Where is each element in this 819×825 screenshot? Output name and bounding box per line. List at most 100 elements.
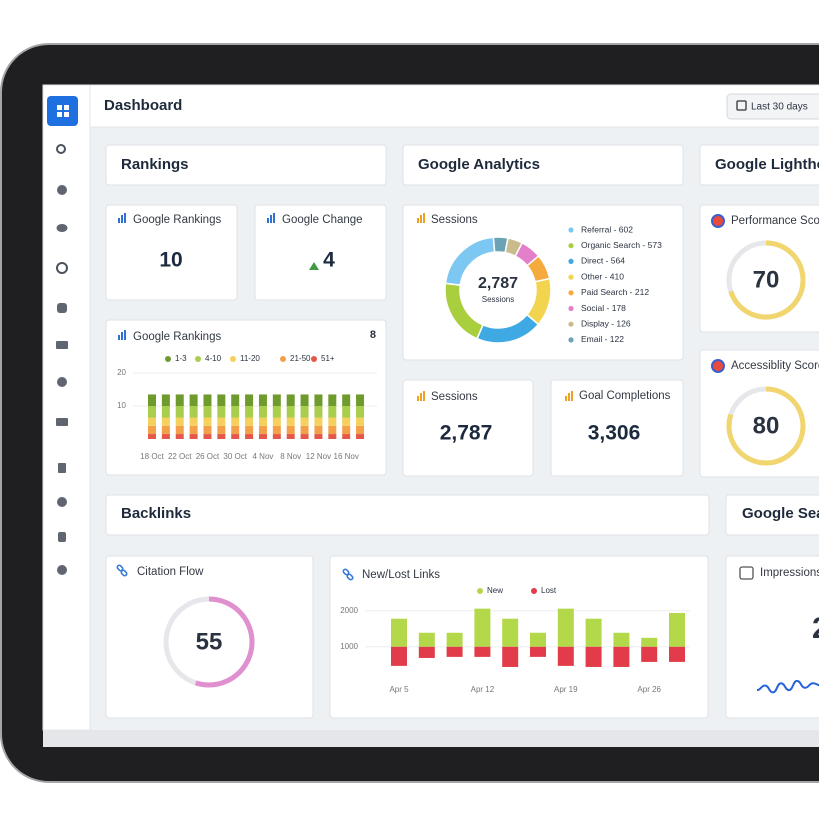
legend-label: Other - 410 <box>581 271 624 281</box>
kpi-title: Goal Completions <box>579 390 671 402</box>
donut-segment <box>492 236 509 254</box>
nav-calls[interactable] <box>57 303 67 313</box>
nav-location[interactable] <box>57 377 67 387</box>
bar-segment <box>328 434 337 439</box>
bar-segment <box>245 417 254 426</box>
icon-part <box>124 213 126 223</box>
bar-segment <box>342 394 351 406</box>
icon-part <box>57 112 62 117</box>
icon-part <box>565 396 567 401</box>
section-card <box>699 144 819 186</box>
bar-segment <box>189 417 198 426</box>
nav-users[interactable] <box>57 497 67 507</box>
kpi-value: 10 <box>159 249 182 272</box>
card-title: Impressions <box>760 567 819 579</box>
section-title: Rankings <box>121 156 189 173</box>
gauge-value: 80 <box>753 412 780 439</box>
legend-swatch <box>165 356 171 362</box>
icon-part <box>568 393 570 401</box>
kpi-card <box>550 379 684 477</box>
gauge-arc <box>194 596 255 688</box>
screen-bottom <box>43 730 819 747</box>
bar <box>474 608 491 647</box>
bar-segment <box>189 425 198 435</box>
bar-segment <box>286 394 295 406</box>
legend-swatch <box>477 588 483 594</box>
bar-segment <box>231 425 240 435</box>
section-title: Google Lighthouse <box>715 156 819 173</box>
bar-segment <box>217 406 226 418</box>
bar-segment <box>356 434 365 439</box>
bar-segment <box>286 406 295 418</box>
bar-segment <box>203 394 212 406</box>
bar-segment <box>175 394 184 406</box>
kpi-title: Google Change <box>282 214 363 226</box>
nav-email[interactable] <box>56 341 68 349</box>
calendar-icon <box>736 100 747 111</box>
x-tick-label: 12 Nov <box>306 452 331 461</box>
icon-part <box>417 218 419 223</box>
bar-segment <box>231 434 240 439</box>
card-title: New/Lost Links <box>362 569 440 581</box>
gauge-arc <box>726 386 806 466</box>
bar-segment <box>300 425 309 435</box>
kpi-title: Sessions <box>431 391 478 403</box>
bar-segment <box>300 394 309 406</box>
bar-segment <box>328 417 337 426</box>
section-card <box>105 494 710 536</box>
bar-segment <box>231 394 240 406</box>
bar-segment <box>356 394 365 406</box>
chart-card <box>329 555 709 719</box>
nav-seo[interactable] <box>56 262 68 274</box>
icon-part <box>571 391 573 401</box>
donut-segment <box>504 237 524 258</box>
bar-segment <box>258 394 267 406</box>
legend-label: 21-50 <box>290 354 311 363</box>
nav-ecommerce[interactable] <box>56 418 68 426</box>
icon-part <box>118 218 120 223</box>
chart-card <box>699 349 819 478</box>
donut-segment <box>514 241 540 267</box>
nav-settings[interactable] <box>57 565 67 575</box>
date-range-button[interactable] <box>726 93 819 120</box>
bar <box>557 608 574 647</box>
section-title: Google Analytics <box>418 156 540 173</box>
bar-segment <box>342 434 351 439</box>
sidebar <box>42 84 91 731</box>
legend-swatch <box>311 356 317 362</box>
bar-segment <box>245 406 254 418</box>
card-title: Accessiblity Score <box>731 360 819 372</box>
top-bar <box>89 84 819 128</box>
bar-segment <box>258 425 267 435</box>
x-tick-label: 30 Oct <box>223 452 247 461</box>
legend-label: 51+ <box>321 354 335 363</box>
nav-search[interactable] <box>56 144 66 154</box>
nav-reports[interactable] <box>57 185 67 195</box>
legend-swatch <box>280 356 286 362</box>
bar <box>446 646 463 657</box>
section-card <box>402 144 684 186</box>
icon-part <box>420 393 422 401</box>
icon-part <box>57 105 62 110</box>
bar-segment <box>314 406 323 418</box>
icon-part <box>124 330 126 340</box>
section-card <box>105 144 387 186</box>
chart-card <box>105 555 314 719</box>
icon-part <box>417 396 419 401</box>
bar-segment <box>217 417 226 426</box>
nav-files[interactable] <box>58 463 66 473</box>
bar-segment <box>258 417 267 426</box>
kpi-card <box>105 204 238 301</box>
kpi-card <box>254 204 387 301</box>
annotation: 8 <box>370 329 376 341</box>
legend-label: 1-3 <box>175 354 187 363</box>
nav-integrations[interactable] <box>58 532 66 542</box>
gauge-arc <box>728 240 806 320</box>
kpi-value: 4 <box>323 249 335 272</box>
icon-part <box>121 215 123 223</box>
nav-messages[interactable] <box>56 224 68 232</box>
icon-part <box>423 391 425 401</box>
nav-dashboard[interactable] <box>47 96 78 126</box>
bar-segment <box>300 417 309 426</box>
